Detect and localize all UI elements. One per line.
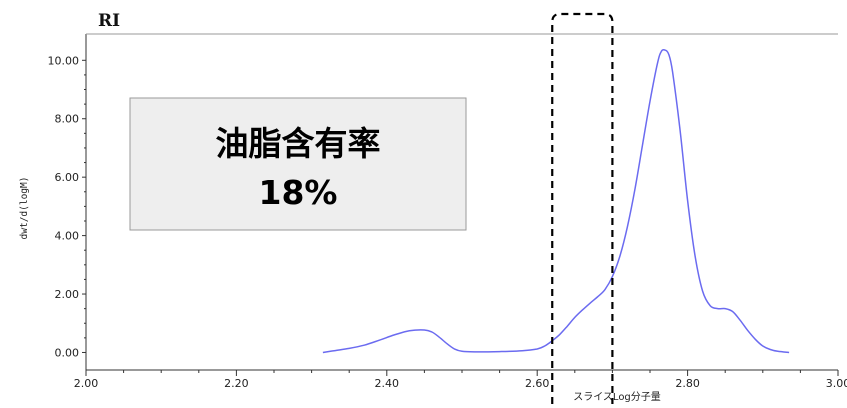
y-tick-label: 2.00: [55, 288, 80, 301]
series-layer: [322, 48, 790, 354]
x-tick-label: 2.80: [675, 377, 700, 390]
x-tick-label: 2.00: [74, 377, 99, 390]
y-axis-label: dwt/d(logM): [19, 177, 30, 240]
annotation-box: 油脂含有率 18%: [129, 97, 467, 231]
x-tick-label: 2.20: [224, 377, 249, 390]
x-tick-label: 3.00: [826, 377, 847, 390]
series-title: RI: [98, 11, 120, 31]
x-tick-label: 2.60: [525, 377, 550, 390]
x-tick-label: 2.40: [375, 377, 400, 390]
annotation-text-line2: 18%: [259, 173, 338, 212]
y-tick-label: 10.00: [48, 54, 80, 67]
highlight-region-outline: [551, 12, 614, 404]
y-tick-label: 8.00: [55, 113, 80, 126]
annotation-text-line1: 油脂含有率: [216, 124, 381, 163]
x-axis-label: スライスLog分子量: [573, 391, 661, 403]
highlight-layer: [551, 12, 614, 404]
y-tick-label: 6.00: [55, 171, 80, 184]
annotation-box-bg: [129, 97, 467, 231]
y-tick-label: 0.00: [55, 346, 80, 359]
axes-layer: 0.00 2.00 4.00 6.00 8.00 10.00 2.00 2.20 2.40 2.6…: [48, 33, 847, 390]
y-tick-label: 4.00: [55, 230, 80, 243]
series-line: [322, 48, 790, 354]
